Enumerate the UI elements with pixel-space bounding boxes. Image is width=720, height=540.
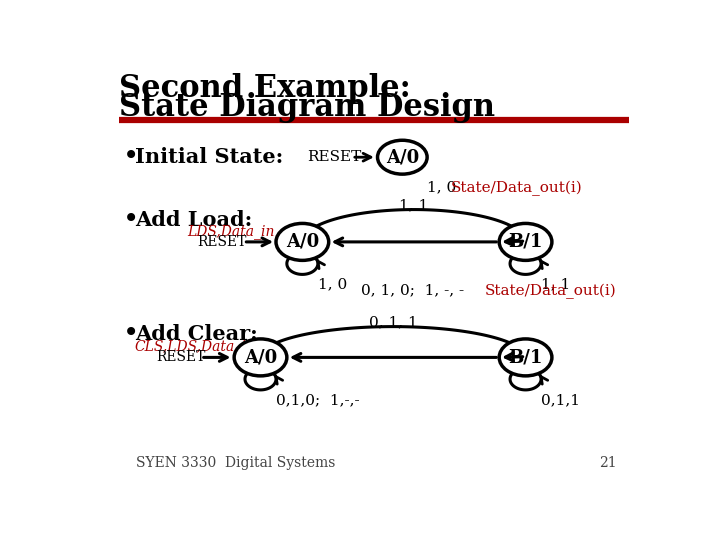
Text: CLS,LDS,Data_in: CLS,LDS,Data_in [135, 339, 256, 354]
Ellipse shape [234, 339, 287, 376]
Text: 0,1,0;  1,-,-: 0,1,0; 1,-,- [276, 393, 359, 407]
Text: Add Load:: Add Load: [135, 211, 252, 231]
Text: State/Data_out(i): State/Data_out(i) [485, 284, 617, 299]
Text: SYEN 3330  Digital Systems: SYEN 3330 Digital Systems [137, 456, 336, 470]
Text: 0, 1, 1: 0, 1, 1 [369, 315, 418, 329]
Text: 0, 1, 0;  1, -, -: 0, 1, 0; 1, -, - [361, 284, 474, 298]
Text: 1, 0: 1, 0 [427, 180, 466, 194]
Ellipse shape [276, 224, 329, 260]
Text: B/1: B/1 [508, 348, 543, 367]
Ellipse shape [377, 140, 427, 174]
Text: 1, 1: 1, 1 [541, 278, 570, 291]
Text: A/0: A/0 [386, 148, 419, 166]
Text: Second Example:: Second Example: [120, 72, 411, 104]
Text: A/0: A/0 [244, 348, 277, 367]
Text: •: • [122, 144, 139, 171]
Text: A/0: A/0 [286, 233, 319, 251]
Text: B/1: B/1 [508, 233, 543, 251]
Text: RESET: RESET [156, 350, 205, 365]
Text: LDS,Data_in: LDS,Data_in [187, 224, 274, 239]
Text: 0,1,1: 0,1,1 [541, 393, 580, 407]
Ellipse shape [499, 224, 552, 260]
Text: •: • [122, 207, 139, 234]
Text: State Diagram Design: State Diagram Design [120, 92, 495, 123]
Text: •: • [122, 321, 139, 348]
Text: RESET: RESET [197, 235, 246, 249]
Text: Add Clear:: Add Clear: [135, 325, 258, 345]
Text: 21: 21 [599, 456, 617, 470]
Text: Initial State:: Initial State: [135, 147, 283, 167]
Text: 1, 1: 1, 1 [400, 198, 428, 212]
Text: RESET: RESET [307, 150, 361, 164]
Text: 1, 0: 1, 0 [318, 278, 347, 291]
Ellipse shape [499, 339, 552, 376]
Text: State/Data_out(i): State/Data_out(i) [451, 180, 582, 195]
